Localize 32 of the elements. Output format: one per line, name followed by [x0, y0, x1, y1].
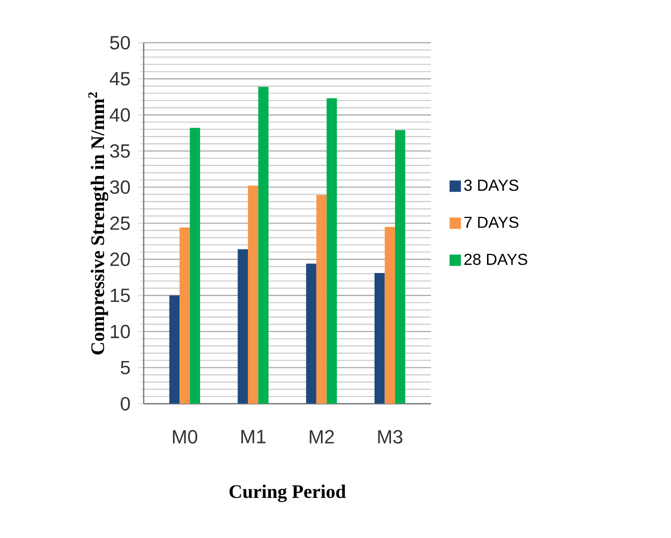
x-tick-label: M0	[172, 430, 198, 444]
x-axis-title: Curing Period	[230, 484, 346, 502]
bar	[384, 226, 396, 404]
y-tick-label: 40	[110, 108, 130, 122]
y-tick-label: 45	[110, 72, 130, 86]
y-tick-label: 15	[110, 288, 130, 302]
bar	[258, 86, 268, 404]
y-tick-label: 10	[110, 324, 130, 338]
y-tick-label: 5	[120, 360, 130, 374]
x-tick-label: M3	[378, 430, 402, 444]
y-tick-label: 30	[110, 180, 130, 194]
bar	[180, 228, 190, 404]
bar	[374, 273, 385, 404]
legend-label: 7 DAYS	[464, 216, 518, 228]
legend-label: 3 DAYS	[464, 180, 518, 191]
y-tick-label: 0	[120, 396, 130, 411]
y-tick-label: 20	[110, 252, 130, 266]
bar	[326, 98, 337, 404]
y-tick-label: 25	[110, 216, 130, 230]
bar	[190, 128, 200, 404]
y-axis-title: Compressive Strength in N/mm$^{2}$	[88, 92, 108, 354]
x-tick-label: M2	[310, 430, 334, 444]
bar	[306, 264, 316, 404]
bar	[169, 295, 180, 404]
bar	[238, 249, 248, 404]
y-tick-label: 50	[110, 36, 130, 50]
y-tick-label: 35	[110, 144, 130, 158]
x-tick-label: M1	[241, 430, 266, 444]
bar	[395, 130, 406, 404]
legend-label: 28 DAYS	[464, 254, 528, 266]
bar	[316, 195, 327, 404]
bar	[248, 186, 258, 404]
